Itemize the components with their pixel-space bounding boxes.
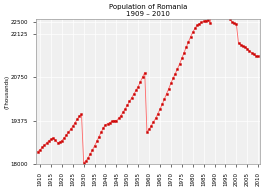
Y-axis label: (Thousands): (Thousands) [4,74,9,109]
Title: Population of Romania
1909 – 2010: Population of Romania 1909 – 2010 [109,4,187,17]
